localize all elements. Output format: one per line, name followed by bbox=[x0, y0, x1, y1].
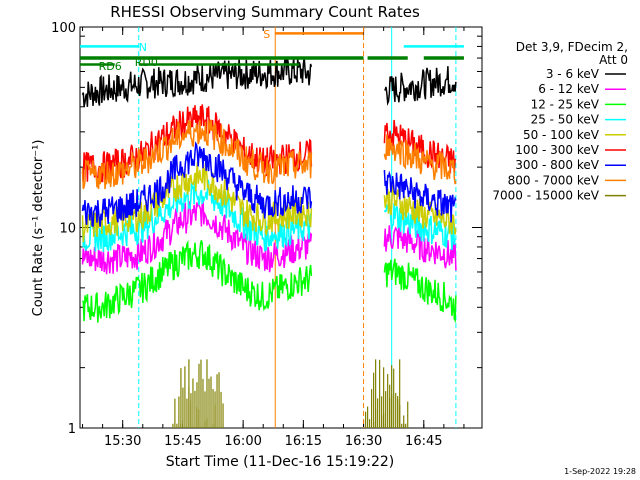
annotation-label: S bbox=[263, 28, 270, 41]
legend-label: 7000 - 15000 keV bbox=[492, 189, 599, 203]
x-axis-label: Start Time (11-Dec-16 15:19:22) bbox=[166, 454, 394, 470]
y-axis-label: Count Rate (s⁻¹ detector⁻¹) bbox=[31, 140, 46, 317]
legend-header: Att 0 bbox=[599, 53, 628, 67]
legend-label: 3 - 6 keV bbox=[546, 67, 600, 81]
series-line bbox=[81, 179, 457, 253]
legend-label: 12 - 25 keV bbox=[531, 97, 600, 111]
legend-header: Det 3,9, FDecim 2, bbox=[516, 40, 628, 54]
annotation-label: RD0 bbox=[135, 56, 158, 69]
legend-label: 800 - 7000 keV bbox=[508, 173, 600, 187]
y-tick-label: 100 bbox=[51, 21, 76, 36]
y-tick-label: 1 bbox=[68, 422, 76, 437]
x-tick-label: 16:00 bbox=[224, 434, 261, 449]
series-line bbox=[81, 119, 457, 190]
legend-label: 25 - 50 keV bbox=[531, 113, 600, 127]
x-tick-label: 16:30 bbox=[345, 434, 382, 449]
footer-timestamp: 1-Sep-2022 19:28 bbox=[564, 467, 636, 476]
series-line bbox=[81, 141, 457, 228]
series-line bbox=[81, 196, 457, 275]
series-line bbox=[81, 104, 456, 183]
x-tick-label: 16:15 bbox=[285, 434, 322, 449]
series-line bbox=[81, 239, 457, 324]
legend-label: 50 - 100 keV bbox=[523, 128, 600, 142]
annotation-label: N bbox=[139, 41, 147, 54]
legend-label: 100 - 300 keV bbox=[515, 143, 599, 157]
chart-title: RHESSI Observing Summary Count Rates bbox=[110, 3, 420, 21]
legend-label: 6 - 12 keV bbox=[538, 82, 600, 96]
annotation-label: RD6 bbox=[99, 60, 122, 73]
plot-area: 1 10 100 15:30 15:45 16:00 16:15 16:30 16:45 N RD0… bbox=[51, 21, 483, 449]
y-tick-label: 10 bbox=[59, 222, 76, 237]
x-tick-label: 15:30 bbox=[104, 434, 141, 449]
legend-label: 300 - 800 keV bbox=[515, 158, 599, 172]
x-tick-label: 16:45 bbox=[405, 434, 442, 449]
x-tick-label: 15:45 bbox=[164, 434, 201, 449]
series-line bbox=[81, 56, 457, 107]
